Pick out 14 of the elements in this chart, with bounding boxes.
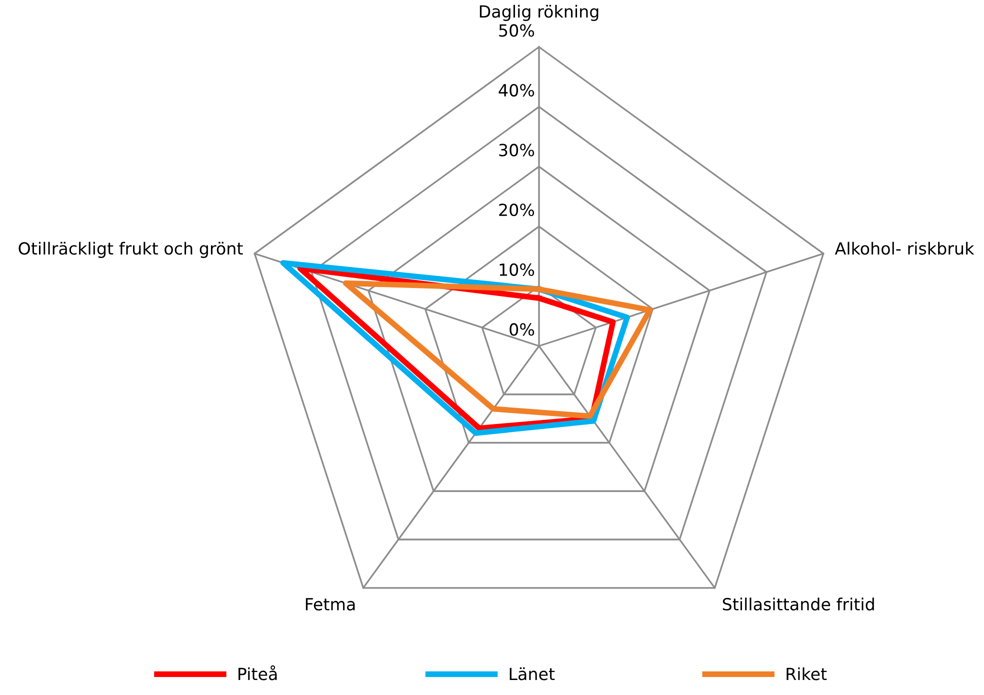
- legend-label: Riket: [786, 667, 827, 680]
- spoke-label: Daglig rökning: [480, 4, 598, 21]
- y-tick-label: 10%: [500, 263, 534, 276]
- legend-label: Länet: [510, 667, 555, 680]
- spoke-label: Fetma: [306, 598, 355, 611]
- y-tick-label: 0%: [510, 323, 534, 336]
- y-tick-label: 40%: [498, 84, 534, 97]
- spoke-label: Otillräckligt frukt och grönt: [18, 242, 243, 258]
- y-tick-label: 30%: [499, 144, 534, 156]
- spoke-label: Stillasittande fritid: [722, 598, 874, 611]
- y-tick-label: 20%: [499, 204, 534, 216]
- y-tick-label: 50%: [499, 24, 534, 37]
- legend-label: Piteå: [238, 665, 277, 680]
- spoke-label: Alkohol- riskbruk: [834, 242, 974, 255]
